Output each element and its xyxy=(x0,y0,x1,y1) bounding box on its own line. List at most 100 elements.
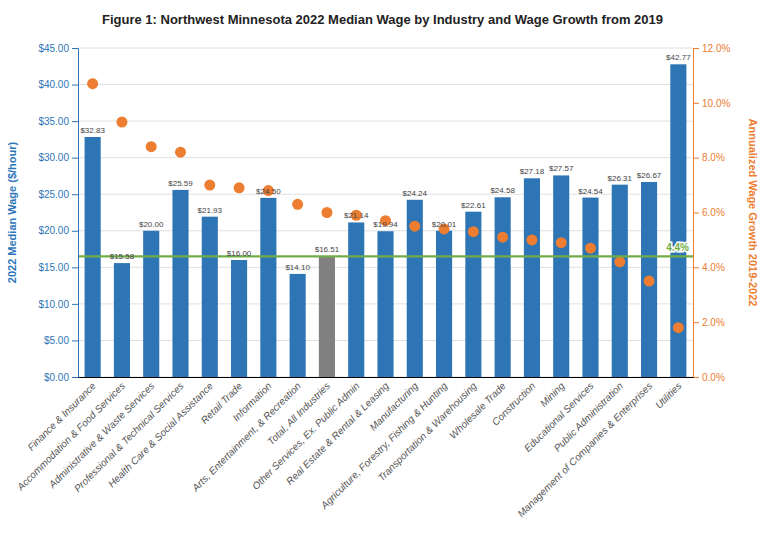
grid xyxy=(78,48,693,377)
bar xyxy=(495,197,511,377)
y2-axis-title: Annualized Wage Growth 2019-2022 xyxy=(747,119,759,307)
bar xyxy=(582,198,598,377)
y-tick: $5.00 xyxy=(44,335,78,346)
bar-value-label: $24.50 xyxy=(256,187,281,196)
bar-value-label: $16.51 xyxy=(315,245,340,254)
x-tick-label: Construction xyxy=(490,380,538,428)
y-tick-mark xyxy=(72,231,78,232)
y-tick: $30.00 xyxy=(38,152,78,163)
reference-line-label: 4.4% xyxy=(666,242,689,253)
x-tick-label: Professional & Technical Services xyxy=(72,380,186,494)
y-tick-mark xyxy=(72,48,78,49)
bar-value-label: $14.10 xyxy=(285,263,310,272)
dot xyxy=(644,276,655,287)
x-tick-label: Other Services, Ex. Public Admin xyxy=(250,380,362,492)
dot xyxy=(673,322,684,333)
bar xyxy=(553,175,569,377)
bar xyxy=(670,64,686,377)
bar-value-label: $26.31 xyxy=(608,174,633,183)
dot xyxy=(234,182,245,193)
dot xyxy=(614,256,625,267)
dot xyxy=(204,180,215,191)
y2-tick: 10.0% xyxy=(693,98,730,109)
y2-tick-mark xyxy=(693,267,699,268)
bar-value-label: $24.58 xyxy=(490,186,515,195)
y-axis: $0.00$5.00$10.00$15.00$20.00$25.00$30.00… xyxy=(38,43,78,383)
chart-title: Figure 1: Northwest Minnesota 2022 Media… xyxy=(102,12,663,27)
x-tick: Agriculture, Forestry, Fishing & Hunting xyxy=(318,377,450,512)
y2-tick-label: 8.0% xyxy=(702,152,725,163)
bar-value-label: $20.01 xyxy=(432,220,457,229)
y-tick: $45.00 xyxy=(38,43,78,54)
y-tick-label: $15.00 xyxy=(38,262,69,273)
x-tick-label: Health Care & Social Assistance xyxy=(106,380,216,490)
y-axis-title: 2022 Median Wage ($/hour) xyxy=(6,141,18,283)
bar-value-label: $15.58 xyxy=(110,252,135,261)
bar xyxy=(231,260,247,377)
y2-tick-mark xyxy=(693,322,699,323)
bar xyxy=(436,231,452,377)
y2-tick-mark xyxy=(693,158,699,159)
y-tick-label: $30.00 xyxy=(38,152,69,163)
y2-tick: 8.0% xyxy=(693,152,725,163)
y-tick-mark xyxy=(72,304,78,305)
y2-tick-label: 12.0% xyxy=(702,43,730,54)
x-axis: Finance & InsuranceAccommodation & Food … xyxy=(14,377,693,519)
bar-value-label: $20.00 xyxy=(139,220,164,229)
dot xyxy=(146,141,157,152)
dot xyxy=(585,243,596,254)
y-tick-mark xyxy=(72,267,78,268)
x-tick: Construction xyxy=(490,377,538,428)
bar xyxy=(612,185,628,377)
y-tick-label: $25.00 xyxy=(38,189,69,200)
grid-line xyxy=(78,121,693,122)
bar-value-label: $26.67 xyxy=(637,171,662,180)
bar-value-label: $32.83 xyxy=(80,126,105,135)
x-tick: Management of Companies & Enterprises xyxy=(515,377,654,519)
grid-line xyxy=(78,48,693,49)
y2-tick-mark xyxy=(693,377,699,378)
x-tick: Professional & Technical Services xyxy=(72,377,186,494)
y2-tick-mark xyxy=(693,213,699,214)
bar xyxy=(641,182,657,377)
bar-value-label: $27.57 xyxy=(549,164,574,173)
bar xyxy=(377,231,393,377)
y-tick: $20.00 xyxy=(38,225,78,236)
grid-line xyxy=(78,84,693,85)
x-tick: Mining xyxy=(538,377,567,409)
bar-value-label: $19.94 xyxy=(373,220,398,229)
x-tick-label: Utilities xyxy=(653,380,684,411)
dot-series xyxy=(87,78,684,333)
y-tick-label: $40.00 xyxy=(38,79,69,90)
y-tick: $25.00 xyxy=(38,189,78,200)
bar-value-label: $16.00 xyxy=(227,249,252,258)
y2-tick: 2.0% xyxy=(693,317,725,328)
dot xyxy=(409,221,420,232)
dot xyxy=(526,234,537,245)
y-tick-mark xyxy=(72,194,78,195)
marks xyxy=(78,64,693,377)
labels: $32.83$15.58$20.00$25.59$21.93$16.00$24.… xyxy=(80,53,691,272)
grid-line xyxy=(78,157,693,158)
y2-tick: 12.0% xyxy=(693,43,730,54)
y2-tick: 6.0% xyxy=(693,207,725,218)
y-tick-mark xyxy=(72,121,78,122)
x-tick: Wholesale Trade xyxy=(447,377,508,441)
x-tick-label: Management of Companies & Enterprises xyxy=(515,380,654,519)
y-tick-label: $45.00 xyxy=(38,43,69,54)
chart-svg: $32.83$15.58$20.00$25.59$21.93$16.00$24.… xyxy=(0,0,765,547)
y2-axis: 0.0%2.0%4.0%6.0%8.0%10.0%12.0% xyxy=(693,43,730,383)
x-tick-label: Agriculture, Forestry, Fishing & Hunting xyxy=(318,380,450,512)
bar-value-label: $24.54 xyxy=(578,187,603,196)
bar xyxy=(290,274,306,377)
reference-line xyxy=(78,255,693,257)
bar xyxy=(319,256,335,377)
bar xyxy=(172,190,188,377)
x-tick: Accommodation & Food Services xyxy=(14,377,127,493)
y-tick: $40.00 xyxy=(38,79,78,90)
x-axis-line xyxy=(79,377,694,378)
bar-value-label: $21.14 xyxy=(344,211,369,220)
x-tick: Utilities xyxy=(653,377,684,411)
y2-tick: 4.0% xyxy=(693,262,725,273)
y-tick-mark xyxy=(72,158,78,159)
